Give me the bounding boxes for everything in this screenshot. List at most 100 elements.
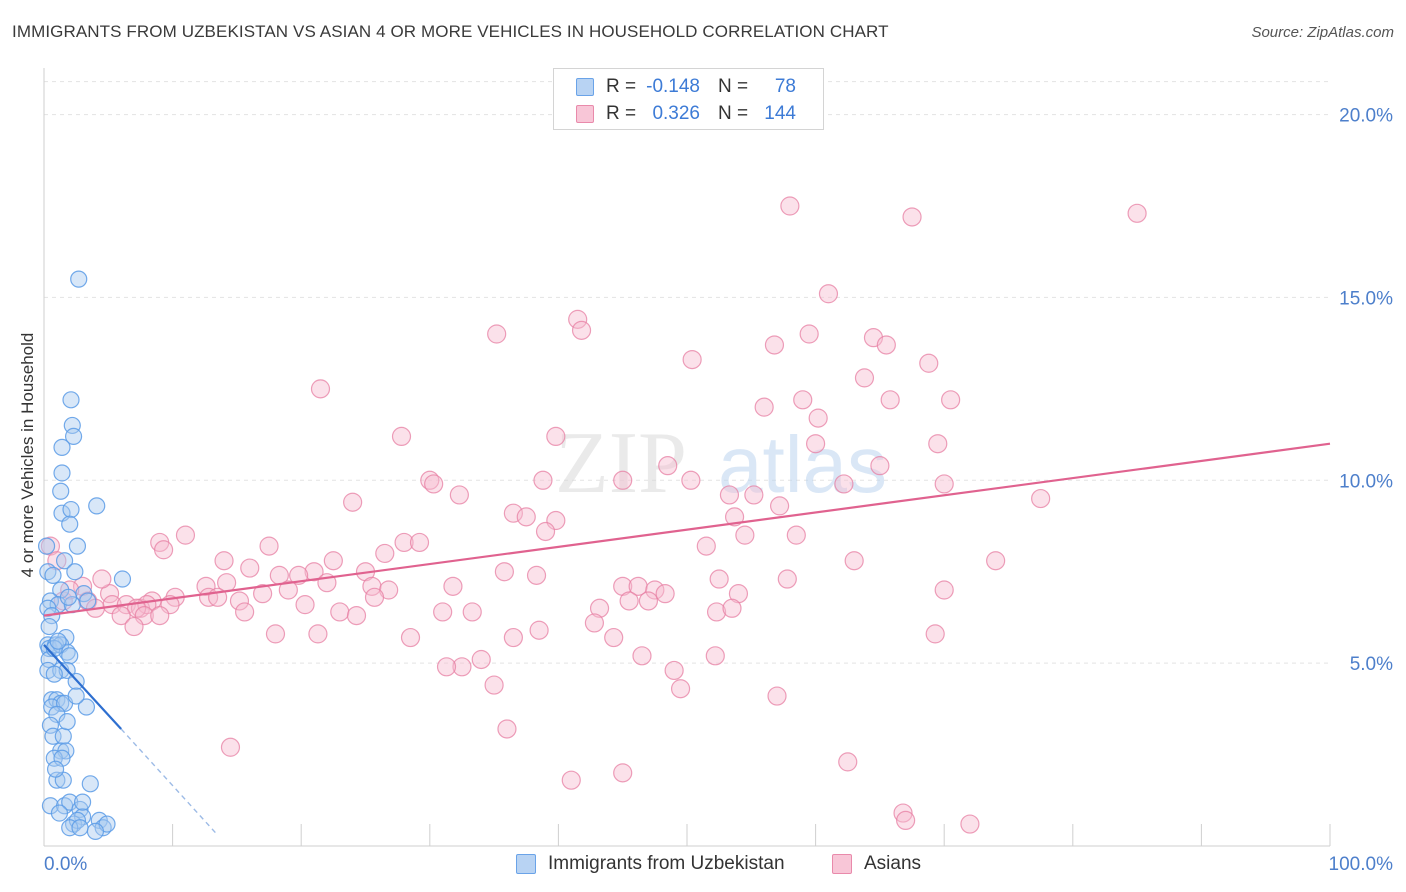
asians-point — [330, 602, 350, 622]
uzbekistan-point — [77, 698, 96, 716]
x-tick-label: 100.0% — [1329, 854, 1394, 875]
series-swatch-blue — [516, 854, 536, 874]
legend-r-label: R = — [606, 103, 637, 124]
asians-point — [503, 627, 523, 648]
asians-point — [808, 408, 828, 428]
asians-point — [705, 646, 725, 666]
uzbekistan-point — [54, 727, 72, 745]
asians-point — [941, 390, 961, 410]
uzbekistan-trend-line — [43, 644, 122, 730]
asians-point — [780, 196, 800, 216]
asians-point — [880, 390, 900, 410]
asians-point — [229, 591, 250, 611]
asians-point — [706, 602, 727, 622]
legend-r-value: 0.326 — [652, 103, 700, 124]
uzbekistan-point — [53, 464, 71, 482]
asians-point — [265, 624, 286, 644]
asians-point — [838, 752, 858, 772]
asians-point — [681, 470, 701, 490]
asians-point — [308, 624, 328, 644]
asians-point — [769, 496, 790, 516]
asians-point — [433, 602, 453, 622]
uzbekistan-point — [62, 391, 80, 409]
asians-point — [124, 616, 144, 637]
asians-point — [516, 507, 536, 527]
uzbekistan-point — [41, 797, 60, 815]
asians-point — [295, 595, 315, 615]
asians-point — [986, 551, 1006, 571]
uzbekistan-point — [53, 438, 71, 456]
asians-point — [310, 379, 331, 399]
series-swatch-pink — [832, 854, 852, 874]
axes — [43, 68, 1331, 847]
asians-point — [175, 525, 196, 545]
uzbekistan-point — [61, 647, 79, 665]
asians-point — [364, 587, 385, 607]
correlation-legend: R = -0.148 N = 78 R = 0.326 N = 144 — [553, 68, 824, 130]
series-legend-uzbekistan: Immigrants from Uzbekistan — [516, 850, 785, 878]
y-axis-label: 4 or more Vehicles in Household — [18, 333, 37, 578]
asians-point — [696, 536, 716, 556]
asians-point — [343, 492, 363, 512]
asians-point — [443, 576, 463, 596]
asians-point — [424, 474, 444, 494]
asians-point — [323, 551, 343, 571]
asians-point — [767, 686, 787, 706]
asians-point — [497, 719, 517, 739]
asians-point — [632, 646, 652, 666]
tick-labels: 5.0% 10.0% 15.0% 20.0% 0.0% 100.0% — [44, 106, 1393, 875]
asians-point — [834, 474, 854, 494]
uzbekistan-point — [70, 270, 88, 288]
asians-point — [754, 397, 774, 417]
asians-point — [719, 485, 740, 505]
asians-point — [503, 503, 523, 523]
y-tick-label: 10.0% — [1339, 471, 1393, 492]
uzbekistan-point — [62, 500, 80, 519]
legend-n-value: 144 — [764, 103, 796, 124]
asians-point — [604, 627, 624, 648]
asians-point — [919, 353, 939, 373]
asians-point — [896, 810, 916, 831]
asians-point — [471, 649, 491, 670]
uzbekistan-point — [81, 775, 99, 793]
asians-point — [420, 470, 440, 490]
asians-point — [724, 507, 745, 527]
asians-point — [391, 426, 412, 446]
asians-point — [902, 207, 922, 227]
uzbekistan-point — [55, 552, 74, 570]
x-tick-label: 0.0% — [44, 854, 87, 875]
watermark-zip: ZIP — [555, 415, 687, 512]
asians-point — [394, 532, 414, 553]
asians-point — [613, 763, 633, 783]
asians-point — [235, 602, 255, 622]
asians-point — [304, 562, 324, 582]
uzbekistan-point — [52, 694, 70, 712]
asians-point — [92, 569, 112, 589]
asians-point — [818, 284, 839, 304]
uzbekistan-point — [50, 804, 69, 822]
y-tick-label: 15.0% — [1339, 288, 1393, 309]
asians-point — [777, 569, 797, 589]
asians-point — [844, 551, 864, 571]
watermark-atlas: atlas — [718, 420, 887, 509]
asians-point — [1031, 488, 1051, 509]
asians-point — [854, 368, 875, 388]
asians-point — [934, 474, 954, 494]
asians-point — [462, 602, 482, 622]
uzbekistan-point — [64, 427, 83, 445]
asians-point — [346, 605, 367, 626]
asians-point — [793, 390, 813, 410]
asians-points — [40, 196, 1147, 834]
y-tick-label: 20.0% — [1339, 106, 1393, 127]
watermark: ZIP atlas — [555, 415, 887, 512]
asians-point — [1127, 203, 1147, 223]
asians-point — [571, 320, 592, 340]
uzbekistan-point — [59, 588, 78, 606]
asians-point — [546, 426, 566, 446]
uzbekistan-point — [45, 665, 63, 683]
asians-point — [805, 434, 826, 454]
asians-point — [529, 620, 549, 640]
legend-row-asians: R = 0.326 N = 144 — [576, 102, 796, 126]
legend-r-value: -0.148 — [646, 76, 700, 97]
asians-point — [870, 456, 890, 476]
